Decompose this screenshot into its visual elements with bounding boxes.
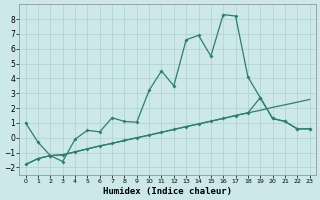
X-axis label: Humidex (Indice chaleur): Humidex (Indice chaleur) [103,187,232,196]
